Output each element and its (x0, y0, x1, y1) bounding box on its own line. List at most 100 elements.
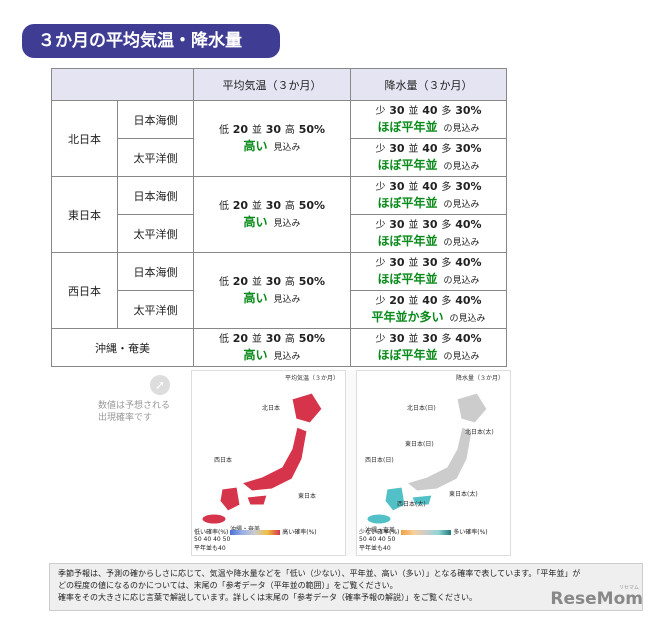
prec-forecast: 少 30 並 40 多 30% ほぼ平年並 の見込み (351, 142, 506, 173)
prob-value: 30 (261, 199, 285, 212)
temp-forecast-result: 高い 見込み (194, 137, 350, 154)
result-word: ほぼ平年並 (377, 196, 438, 210)
footnote-line2: どの程度の値になるのかについては、末尾の「参考データ（平年並の範囲）」をご覧くだ… (58, 581, 398, 590)
prec-label-okinawa: 沖縄・奄美 (365, 527, 396, 534)
prec-label-north-p: 北日本(太) (465, 429, 494, 436)
prec-forecast-probs: 少 30 並 40 多 30% (351, 142, 506, 156)
header-temp: 平均気温（３か月） (193, 68, 351, 101)
prec-forecast: 少 30 並 30 多 40% ほぼ平年並 の見込み (351, 332, 506, 363)
region-cell: 東日本 (51, 176, 118, 253)
temp-map: 平均気温（３か月） 北日本 東日本 西日本 沖縄・奄美 低い確率(%) 高い確率… (191, 370, 346, 556)
temp-label-east: 東日本 (298, 493, 317, 500)
prob-value: 50% (294, 275, 326, 288)
prob-value: 30 (385, 180, 409, 193)
prec-cell: 少 30 並 30 多 40% ほぼ平年並 の見込み (350, 214, 507, 253)
outlook-label: 見込み (273, 219, 301, 229)
prec-forecast: 少 30 並 40 多 30% ほぼ平年並 の見込み (351, 180, 506, 211)
prec-map-caption: 降水量（３か月） (455, 375, 504, 382)
prec-legend-low: 少ない確率(%) (359, 529, 400, 536)
table-row: 太平洋側 少 30 並 40 多 30% ほぼ平年並 の見込み (52, 138, 507, 177)
table-row: 西日本 日本海側低 20 並 30 高 50% 高い 見込み 少 30 並 30 多 … (51, 252, 507, 329)
temp-cell: 低 20 並 30 高 50% 高い 見込み (193, 100, 351, 177)
prec-forecast-probs: 少 30 並 30 多 40% (351, 332, 506, 346)
side-cell: 日本海側 (117, 252, 194, 291)
region-cell: 沖縄・奄美 (51, 328, 194, 367)
prec-forecast-result: ほぼ平年並 の見込み (351, 194, 506, 211)
prec-cell: 少 30 並 30 多 40% ほぼ平年並 の見込み (350, 252, 507, 291)
prob-label: 多 (441, 334, 452, 345)
prob-label: 高 (284, 277, 295, 288)
prob-value: 30 (418, 218, 442, 231)
prec-cell: 少 30 並 30 多 40% ほぼ平年並 の見込み (350, 328, 507, 367)
prob-value: 50% (294, 123, 326, 136)
prec-map: 降水量（３か月） 北日本(日) 北日本(太) 東日本(日) 東日本(太) 西日本… (356, 370, 511, 556)
prob-value: 30 (385, 218, 409, 231)
prob-label: 並 (251, 201, 262, 212)
logo-subtitle: リセマム (618, 585, 639, 591)
header-prec: 降水量（３か月） (350, 68, 507, 101)
prec-legend: 少ない確率(%) 多い確率(%) 50 40 40 50 平年並も40 (359, 527, 508, 553)
prec-label-west-p: 西日本(太) (397, 501, 426, 508)
prec-forecast: 少 30 並 40 多 30% ほぼ平年並 の見込み (351, 104, 506, 135)
prec-forecast-result: ほぼ平年並 の見込み (351, 270, 506, 287)
prec-label-east-p: 東日本(太) (449, 491, 478, 498)
header-blank (51, 68, 194, 101)
prec-label-west-j: 西日本(日) (365, 457, 394, 464)
result-word: ほぼ平年並 (377, 120, 438, 134)
region-cell: 西日本 (51, 252, 118, 329)
prec-forecast-probs: 少 30 並 40 多 30% (351, 180, 506, 194)
prob-label: 少 (375, 144, 386, 155)
prec-legend-mid: 平年並も40 (359, 545, 391, 552)
outlook-label: の見込み (443, 276, 480, 286)
prob-label: 並 (408, 106, 419, 117)
footnote: 季節予報は、予測の確からしさに応じて、気温や降水量などを「低い（少ない）、平年並… (49, 563, 643, 611)
prob-value: 50% (294, 332, 326, 345)
outlook-label: の見込み (443, 238, 480, 248)
resemom-logo: ReseMom (550, 589, 643, 609)
prec-label-north-j: 北日本(日) (407, 405, 436, 412)
prob-label: 並 (251, 334, 262, 345)
temp-map-shape (201, 392, 323, 525)
prec-legend-high: 多い確率(%) (453, 529, 488, 536)
table-row: 沖縄・奄美低 20 並 30 高 50% 高い 見込み少 30 並 30 多 40… (51, 328, 507, 367)
prec-forecast-result: 平年並か多い の見込み (351, 308, 506, 325)
temp-forecast-probs: 低 20 並 30 高 50% (194, 199, 350, 213)
region-cell: 北日本 (51, 100, 118, 177)
prob-value: 30 (385, 256, 409, 269)
prob-label: 並 (251, 125, 262, 136)
forecast-table: 平均気温（３か月） 降水量（３か月） 北日本 日本海側低 20 並 30 高 50… (51, 68, 507, 367)
result-word: ほぼ平年並 (377, 234, 438, 248)
prec-cell: 少 30 並 40 多 30% ほぼ平年並 の見込み (350, 100, 507, 139)
prob-label: 多 (441, 220, 452, 231)
outlook-label: 見込み (273, 295, 301, 305)
temp-forecast: 低 20 並 30 高 50% 高い 見込み (194, 199, 350, 230)
table-row: 太平洋側 少 30 並 30 多 40% ほぼ平年並 の見込み (52, 214, 507, 253)
temp-forecast-result: 高い 見込み (194, 346, 350, 363)
footnote-line1: 季節予報は、予測の確からしさに応じて、気温や降水量などを「低い（少ない）、平年並… (58, 569, 581, 578)
side-cell: 太平洋側 (117, 214, 194, 253)
temp-forecast-result: 高い 見込み (194, 213, 350, 230)
result-word: ほぼ平年並 (377, 158, 438, 172)
prob-value: 40% (451, 332, 482, 345)
side-cell: 太平洋側 (117, 290, 194, 329)
prob-label: 低 (218, 334, 229, 345)
prob-value: 30% (451, 180, 482, 193)
result-word: ほぼ平年並 (377, 272, 438, 286)
table-row: 北日本 日本海側低 20 並 30 高 50% 高い 見込み少 30 並 40 多 … (51, 100, 507, 177)
prob-value: 30 (418, 256, 442, 269)
result-word: 平年並か多い (371, 310, 444, 324)
prob-label: 並 (408, 334, 419, 345)
prob-value: 20 (228, 123, 252, 136)
temp-legend-high: 高い確率(%) (282, 529, 317, 536)
prob-value: 30% (451, 142, 482, 155)
temp-cell: 低 20 並 30 高 50% 高い 見込み (193, 176, 351, 253)
prec-forecast: 少 30 並 30 多 40% ほぼ平年並 の見込み (351, 218, 506, 249)
prob-label: 少 (375, 182, 386, 193)
prob-label: 高 (284, 334, 295, 345)
result-word: 高い (243, 291, 268, 305)
temp-forecast-probs: 低 20 並 30 高 50% (194, 275, 350, 289)
prob-label: 並 (408, 144, 419, 155)
side-cell: 日本海側 (117, 100, 194, 139)
prec-forecast-probs: 少 30 並 40 多 30% (351, 104, 506, 118)
prec-legend-bar (401, 530, 452, 535)
